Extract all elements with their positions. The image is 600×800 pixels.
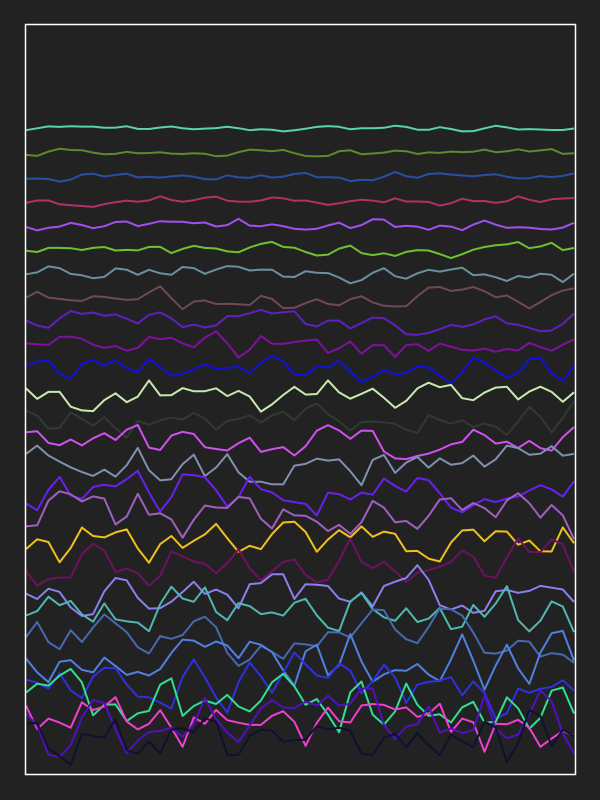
series-line-15 (25, 444, 575, 487)
series-group (25, 124, 575, 766)
series-line-16 (25, 469, 575, 517)
series-line-21 (25, 585, 575, 633)
series-line-13 (25, 400, 575, 439)
series-line-24 (25, 651, 575, 720)
series-line-14 (25, 424, 575, 461)
series-line-4 (25, 195, 575, 208)
series-line-23 (25, 629, 575, 691)
series-line-6 (25, 240, 575, 260)
series-line-12 (25, 379, 575, 413)
series-line-7 (25, 265, 575, 285)
series-line-19 (25, 537, 575, 587)
series-line-17 (25, 490, 575, 540)
series-line-26 (25, 696, 575, 753)
series-line-9 (25, 308, 575, 336)
series-line-20 (25, 564, 575, 617)
series-line-3 (25, 170, 575, 183)
series-line-22 (25, 607, 575, 667)
series-line-27 (25, 687, 575, 758)
series-line-18 (25, 520, 575, 564)
series-line-8 (25, 285, 575, 311)
series-line-28 (25, 709, 575, 766)
series-line-2 (25, 147, 575, 158)
series-line-10 (25, 330, 575, 359)
series-line-1 (25, 124, 575, 133)
plot-frame (24, 23, 577, 776)
series-line-11 (25, 354, 575, 385)
series-line-25 (25, 667, 575, 734)
series-line-5 (25, 217, 575, 232)
